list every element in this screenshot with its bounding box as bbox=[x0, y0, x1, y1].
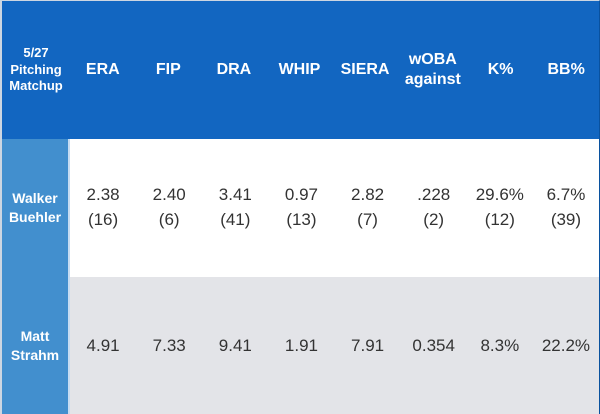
stat-cell-fip: 7.33 bbox=[136, 277, 203, 414]
column-header-k-pct: K% bbox=[468, 1, 534, 139]
stat-value: 0.354 bbox=[412, 335, 455, 355]
player-name-cell: Walker Buehler bbox=[2, 139, 70, 277]
stat-cell-fip: 2.40 (6) bbox=[136, 139, 203, 277]
stat-cell-era: 2.38 (16) bbox=[70, 139, 137, 277]
stat-cell-era: 4.91 bbox=[70, 277, 137, 414]
stat-cell-whip: 0.97 (13) bbox=[268, 139, 335, 277]
stat-cell-bb-pct: 6.7% (39) bbox=[532, 139, 599, 277]
table-row-matt-strahm: Matt Strahm 4.91 7.33 9.41 1.91 7.91 0.3… bbox=[2, 277, 599, 414]
stat-value: 2.38 bbox=[86, 185, 120, 205]
stat-rank: (16) bbox=[87, 210, 119, 229]
stat-value: 2.82 bbox=[351, 185, 385, 205]
stat-cell-dra: 3.41 (41) bbox=[202, 139, 269, 277]
stat-rank: (2) bbox=[423, 210, 445, 229]
column-header-siera: SIERA bbox=[332, 1, 398, 139]
stat-rank: (41) bbox=[220, 210, 251, 229]
stat-cell-woba-against: .228 (2) bbox=[400, 139, 467, 277]
column-header-woba-against: wOBA against bbox=[398, 1, 468, 139]
stat-value: 29.6% bbox=[475, 185, 524, 205]
stat-rank: (12) bbox=[484, 210, 515, 229]
column-header-fip: FIP bbox=[136, 1, 202, 139]
column-header-label: ERA bbox=[85, 61, 120, 78]
corner-header-cell: 5/27 Pitching Matchup bbox=[2, 1, 70, 139]
stat-cell-k-pct: 29.6% (12) bbox=[466, 139, 533, 277]
stat-value: 22.2% bbox=[541, 335, 591, 355]
stat-cell-whip: 1.91 bbox=[268, 277, 335, 414]
stat-cell-k-pct: 8.3% bbox=[466, 277, 533, 414]
player-name: Matt Strahm bbox=[10, 328, 60, 363]
column-header-label: WHIP bbox=[278, 61, 321, 78]
column-header-label: K% bbox=[487, 61, 514, 78]
stat-value: 2.40 bbox=[152, 185, 186, 205]
column-header-label: BB% bbox=[547, 61, 585, 78]
stat-cell-bb-pct: 22.2% bbox=[532, 277, 599, 414]
player-name: Walker Buehler bbox=[8, 190, 62, 225]
column-header-label: wOBA against bbox=[404, 51, 461, 88]
stat-value: .228 bbox=[417, 185, 451, 205]
player-name-cell: Matt Strahm bbox=[2, 277, 70, 414]
stat-rank: (7) bbox=[357, 210, 378, 229]
stat-value: 9.41 bbox=[218, 335, 252, 355]
stat-rank: (6) bbox=[158, 210, 180, 229]
stat-value: 3.41 bbox=[218, 185, 252, 205]
stat-value: 6.7% bbox=[546, 185, 586, 205]
stat-value: 1.91 bbox=[284, 335, 318, 355]
stat-cell-dra: 9.41 bbox=[202, 277, 269, 414]
table-title: 5/27 Pitching Matchup bbox=[9, 44, 63, 94]
column-header-whip: WHIP bbox=[267, 1, 333, 139]
column-header-dra: DRA bbox=[201, 1, 267, 139]
column-header-label: FIP bbox=[155, 61, 181, 78]
stat-value: 4.91 bbox=[86, 335, 120, 355]
stat-cell-woba-against: 0.354 bbox=[400, 277, 467, 414]
column-header-bb-pct: BB% bbox=[533, 1, 599, 139]
stat-value: 7.91 bbox=[351, 335, 385, 355]
column-header-label: DRA bbox=[216, 61, 252, 78]
table-header-row: 5/27 Pitching Matchup ERA FIP DRA WHIP S… bbox=[2, 1, 599, 139]
stat-rank: (13) bbox=[286, 210, 317, 229]
stat-rank: (39) bbox=[550, 210, 582, 229]
stat-cell-siera: 2.82 (7) bbox=[334, 139, 401, 277]
stat-value: 0.97 bbox=[284, 185, 318, 205]
column-header-label: SIERA bbox=[340, 61, 390, 78]
column-header-era: ERA bbox=[70, 1, 136, 139]
stat-cell-siera: 7.91 bbox=[334, 277, 401, 414]
stat-value: 8.3% bbox=[480, 335, 520, 355]
table-row-walker-buehler: Walker Buehler 2.38 (16) 2.40 (6) 3.41 (… bbox=[2, 139, 599, 277]
stat-value: 7.33 bbox=[152, 335, 186, 355]
